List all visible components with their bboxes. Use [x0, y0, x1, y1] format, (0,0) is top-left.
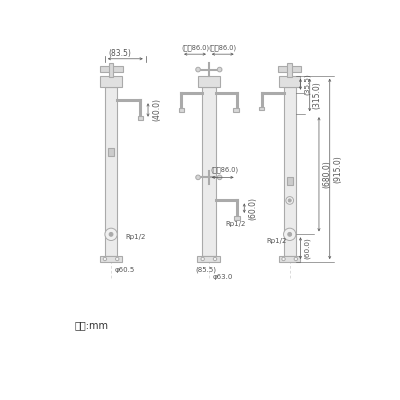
Bar — [202, 86, 216, 256]
Bar — [279, 76, 300, 86]
Bar — [259, 106, 264, 110]
Text: (最大86.0): (最大86.0) — [209, 45, 237, 51]
Circle shape — [116, 257, 119, 261]
Circle shape — [213, 257, 217, 261]
Circle shape — [105, 228, 117, 240]
Text: (915.0): (915.0) — [333, 155, 342, 183]
Circle shape — [103, 257, 106, 261]
Text: φ60.5: φ60.5 — [115, 267, 135, 273]
Bar — [279, 256, 300, 262]
Bar — [198, 76, 220, 86]
Bar — [138, 116, 143, 120]
Text: (最大86.0): (最大86.0) — [210, 166, 238, 173]
Bar — [234, 108, 239, 112]
Bar — [197, 256, 220, 262]
Circle shape — [217, 67, 222, 72]
Bar — [278, 66, 301, 72]
Text: Rp1/2: Rp1/2 — [267, 238, 287, 244]
Bar — [108, 148, 114, 156]
Text: (315.0): (315.0) — [312, 81, 321, 109]
Text: (35.5): (35.5) — [303, 73, 310, 95]
Circle shape — [109, 232, 113, 236]
Circle shape — [294, 257, 298, 261]
Bar — [105, 86, 117, 256]
Bar — [284, 86, 296, 256]
Circle shape — [217, 175, 222, 180]
Text: (最大86.0): (最大86.0) — [181, 45, 209, 51]
Bar — [287, 177, 293, 185]
Bar — [100, 76, 122, 86]
Circle shape — [288, 232, 292, 236]
Circle shape — [282, 257, 285, 261]
Text: φ63.0: φ63.0 — [213, 274, 233, 280]
Circle shape — [284, 228, 296, 240]
Bar — [179, 108, 184, 112]
Text: 単位:mm: 単位:mm — [74, 320, 108, 330]
Bar — [100, 256, 122, 262]
Bar — [234, 216, 240, 220]
Circle shape — [196, 67, 200, 72]
Text: Rp1/2: Rp1/2 — [125, 234, 145, 240]
Bar — [287, 63, 292, 77]
Text: (85.5): (85.5) — [195, 266, 216, 273]
Bar — [109, 63, 113, 77]
Text: (40.0): (40.0) — [153, 98, 162, 121]
Text: (60.0): (60.0) — [303, 237, 310, 259]
Bar — [100, 66, 123, 72]
Circle shape — [288, 199, 291, 202]
Circle shape — [196, 175, 200, 180]
Text: (60.0): (60.0) — [248, 197, 257, 220]
Text: (83.5): (83.5) — [109, 49, 132, 58]
Circle shape — [201, 257, 204, 261]
Circle shape — [286, 197, 294, 204]
Text: Rp1/2: Rp1/2 — [226, 220, 246, 226]
Text: (680.0): (680.0) — [322, 160, 331, 188]
